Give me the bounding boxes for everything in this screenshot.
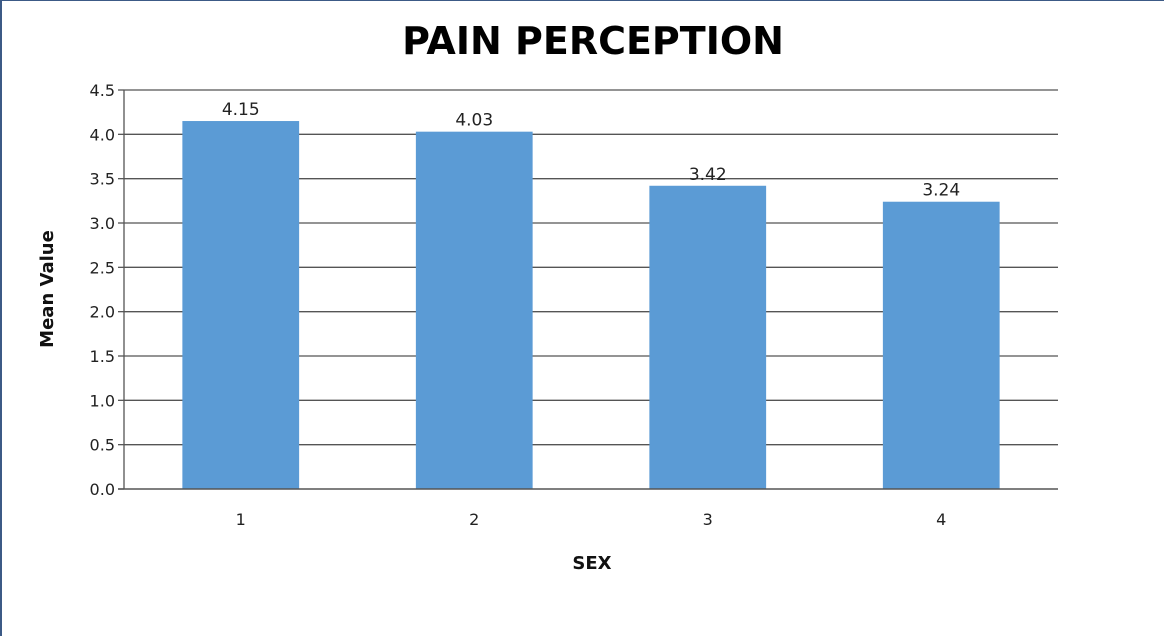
bar bbox=[182, 121, 300, 490]
y-tick-label: 2.0 bbox=[90, 303, 115, 322]
chart-title: PAIN PERCEPTION bbox=[402, 19, 784, 63]
bar bbox=[415, 131, 533, 489]
x-tick-label: 1 bbox=[236, 510, 246, 529]
bar bbox=[649, 185, 767, 489]
y-tick-label: 2.5 bbox=[90, 258, 115, 277]
y-axis-ticks: 0.0 0.5 1.0 1.5 2.0 2.5 3.0 3.5 4.0 4.5 bbox=[90, 81, 124, 499]
y-tick-label: 0.5 bbox=[90, 436, 115, 455]
y-tick-label: 1.0 bbox=[90, 391, 115, 410]
x-tick-label: 4 bbox=[936, 510, 946, 529]
x-axis-label: SEX bbox=[572, 553, 611, 574]
y-tick-label: 0.0 bbox=[90, 480, 115, 499]
y-tick-label: 4.0 bbox=[90, 125, 115, 144]
data-label: 3.24 bbox=[922, 181, 960, 201]
y-axis-label: Mean Value bbox=[37, 230, 58, 348]
bars bbox=[182, 121, 1000, 490]
y-tick-label: 3.0 bbox=[90, 214, 115, 233]
data-label: 4.03 bbox=[455, 111, 493, 131]
y-tick-label: 4.5 bbox=[90, 81, 115, 100]
data-label: 4.15 bbox=[222, 100, 260, 120]
x-tick-label: 2 bbox=[469, 510, 479, 529]
y-tick-label: 3.5 bbox=[90, 170, 115, 189]
bar bbox=[882, 201, 1000, 489]
data-label: 3.42 bbox=[689, 165, 727, 185]
data-labels: 4.15 4.03 3.42 3.24 bbox=[222, 100, 960, 201]
y-tick-label: 1.5 bbox=[90, 347, 115, 366]
x-axis-ticks: 1 2 3 4 bbox=[236, 510, 947, 529]
x-tick-label: 3 bbox=[703, 510, 713, 529]
